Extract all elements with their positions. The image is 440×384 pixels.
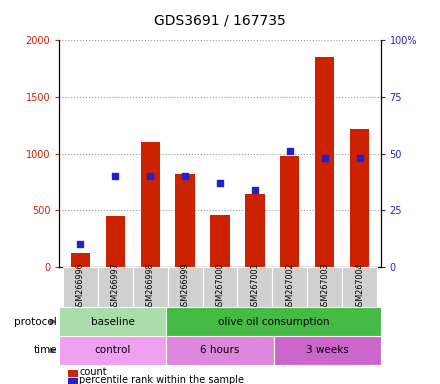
Bar [166, 336, 274, 365]
Text: 6 hours: 6 hours [200, 345, 240, 356]
Text: control: control [95, 345, 131, 356]
Bar [210, 215, 230, 267]
Bar [140, 142, 160, 267]
Text: GSM267000: GSM267000 [216, 263, 224, 311]
Bar [280, 156, 300, 267]
Bar [274, 336, 381, 365]
Point [251, 187, 258, 193]
Text: baseline: baseline [91, 316, 135, 327]
Point [286, 148, 293, 154]
Point [77, 241, 84, 247]
Bar [59, 307, 166, 336]
Bar [246, 194, 264, 267]
Bar [350, 129, 369, 267]
Bar [59, 336, 166, 365]
Bar [238, 267, 272, 307]
Text: GDS3691 / 167735: GDS3691 / 167735 [154, 13, 286, 27]
Text: count: count [79, 367, 107, 377]
Bar [315, 57, 334, 267]
Point [356, 155, 363, 161]
Text: 3 weeks: 3 weeks [306, 345, 348, 356]
Bar [307, 267, 342, 307]
Point [147, 173, 154, 179]
Text: GSM267002: GSM267002 [285, 263, 294, 311]
Text: protocol: protocol [15, 316, 57, 327]
Bar [63, 267, 98, 307]
Point [112, 173, 119, 179]
Text: percentile rank within the sample: percentile rank within the sample [79, 375, 244, 384]
Text: GSM267004: GSM267004 [355, 263, 364, 311]
Text: GSM266998: GSM266998 [146, 263, 155, 311]
Bar [106, 216, 125, 267]
Text: GSM266996: GSM266996 [76, 263, 85, 311]
Text: GSM267001: GSM267001 [250, 263, 260, 311]
Bar [202, 267, 238, 307]
Bar [168, 267, 202, 307]
Bar [176, 174, 194, 267]
Point [321, 155, 328, 161]
Point [182, 173, 189, 179]
Bar [272, 267, 307, 307]
Text: GSM266997: GSM266997 [111, 263, 120, 311]
Bar [133, 267, 168, 307]
Bar [71, 253, 90, 267]
Text: olive oil consumption: olive oil consumption [218, 316, 329, 327]
Text: GSM267003: GSM267003 [320, 263, 329, 311]
Point [216, 180, 224, 186]
Bar [166, 307, 381, 336]
Bar [342, 267, 377, 307]
Text: time: time [33, 345, 57, 356]
Bar [98, 267, 133, 307]
Text: GSM266999: GSM266999 [180, 263, 190, 311]
